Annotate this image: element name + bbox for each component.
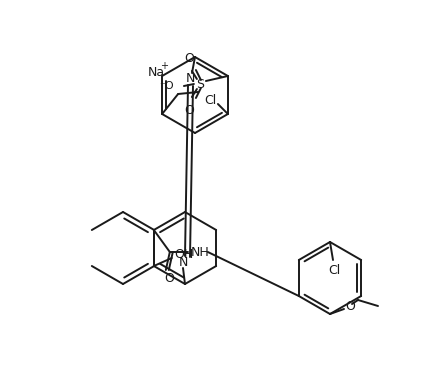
Text: O: O: [345, 299, 355, 313]
Text: Cl: Cl: [328, 263, 340, 276]
Text: N: N: [178, 256, 188, 269]
Text: Na: Na: [147, 65, 164, 78]
Text: O: O: [184, 104, 194, 117]
Text: +: +: [160, 61, 168, 71]
Text: O: O: [164, 272, 174, 286]
Text: ⁻O: ⁻O: [159, 81, 174, 91]
Text: OH: OH: [174, 248, 193, 260]
Text: S: S: [196, 77, 204, 91]
Text: Cl: Cl: [204, 94, 216, 107]
Text: NH: NH: [190, 246, 209, 259]
Text: O: O: [184, 51, 194, 64]
Text: N: N: [185, 73, 195, 85]
